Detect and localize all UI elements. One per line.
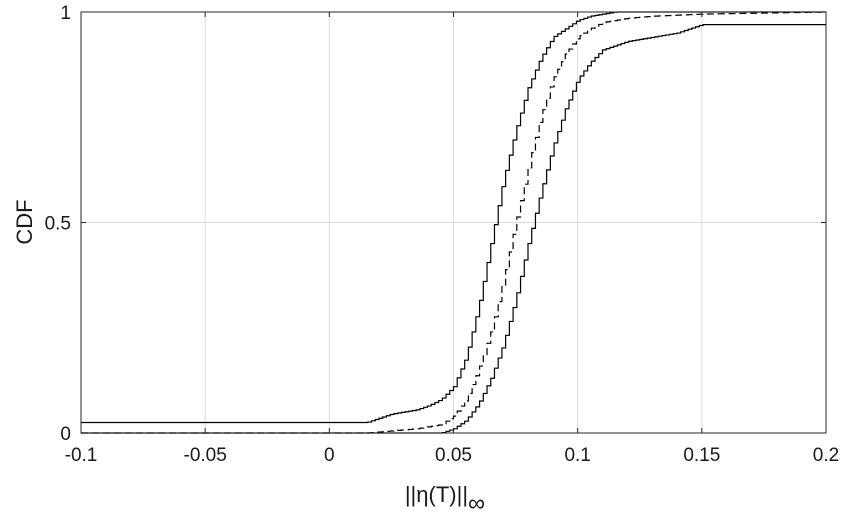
y-axis-label: CDF [12,199,37,244]
x-tick-label: 0 [324,445,335,466]
x-axis-label: ||η(T)||∞ [405,482,485,517]
grid-lines [80,11,827,434]
x-tick-labels: -0.1 -0.05 0 0.05 0.1 0.15 0.2 [65,445,840,466]
y-tick-labels: 00.51 [45,3,71,445]
x-tick-label: -0.05 [184,445,227,466]
y-tick-label: 1 [60,3,71,24]
x-tick-label: 0.1 [564,445,590,466]
y-tick-label: 0 [60,424,71,445]
x-axis-label-subscript: ∞ [468,490,485,517]
x-tick-label: 0.2 [813,445,839,466]
x-tick-label: 0.15 [683,445,720,466]
tick-marks [80,11,827,434]
x-tick-label: 0.05 [435,445,472,466]
y-tick-label: 0.5 [45,214,71,235]
x-tick-label: -0.1 [65,445,98,466]
